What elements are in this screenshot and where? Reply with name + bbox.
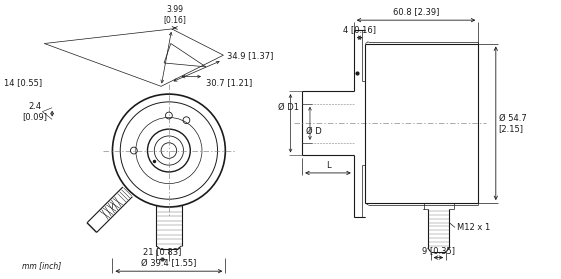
Text: 60.8 [2.39]: 60.8 [2.39] xyxy=(393,7,439,16)
Text: L: L xyxy=(326,161,330,170)
Text: Ø 54.7
[2.15]: Ø 54.7 [2.15] xyxy=(499,114,526,133)
Text: Ø D1: Ø D1 xyxy=(278,103,299,112)
Text: 34.9 [1.37]: 34.9 [1.37] xyxy=(227,51,274,60)
Text: 21 [0.83]: 21 [0.83] xyxy=(144,247,182,257)
Text: 2.4
[0.09]: 2.4 [0.09] xyxy=(22,102,47,121)
Text: 30.7 [1.21]: 30.7 [1.21] xyxy=(206,78,252,87)
Text: 14 [0.55]: 14 [0.55] xyxy=(4,78,43,87)
Circle shape xyxy=(161,143,177,158)
Text: 4 [0.16]: 4 [0.16] xyxy=(343,25,376,34)
Text: 3.99
[0.16]: 3.99 [0.16] xyxy=(163,5,186,24)
Text: Ø D: Ø D xyxy=(306,127,321,136)
Text: M12 x 1: M12 x 1 xyxy=(457,223,490,232)
Text: 9 [0.35]: 9 [0.35] xyxy=(422,246,455,255)
Text: Ø 39.4 [1.55]: Ø 39.4 [1.55] xyxy=(141,259,196,268)
Text: mm [inch]: mm [inch] xyxy=(22,261,61,270)
